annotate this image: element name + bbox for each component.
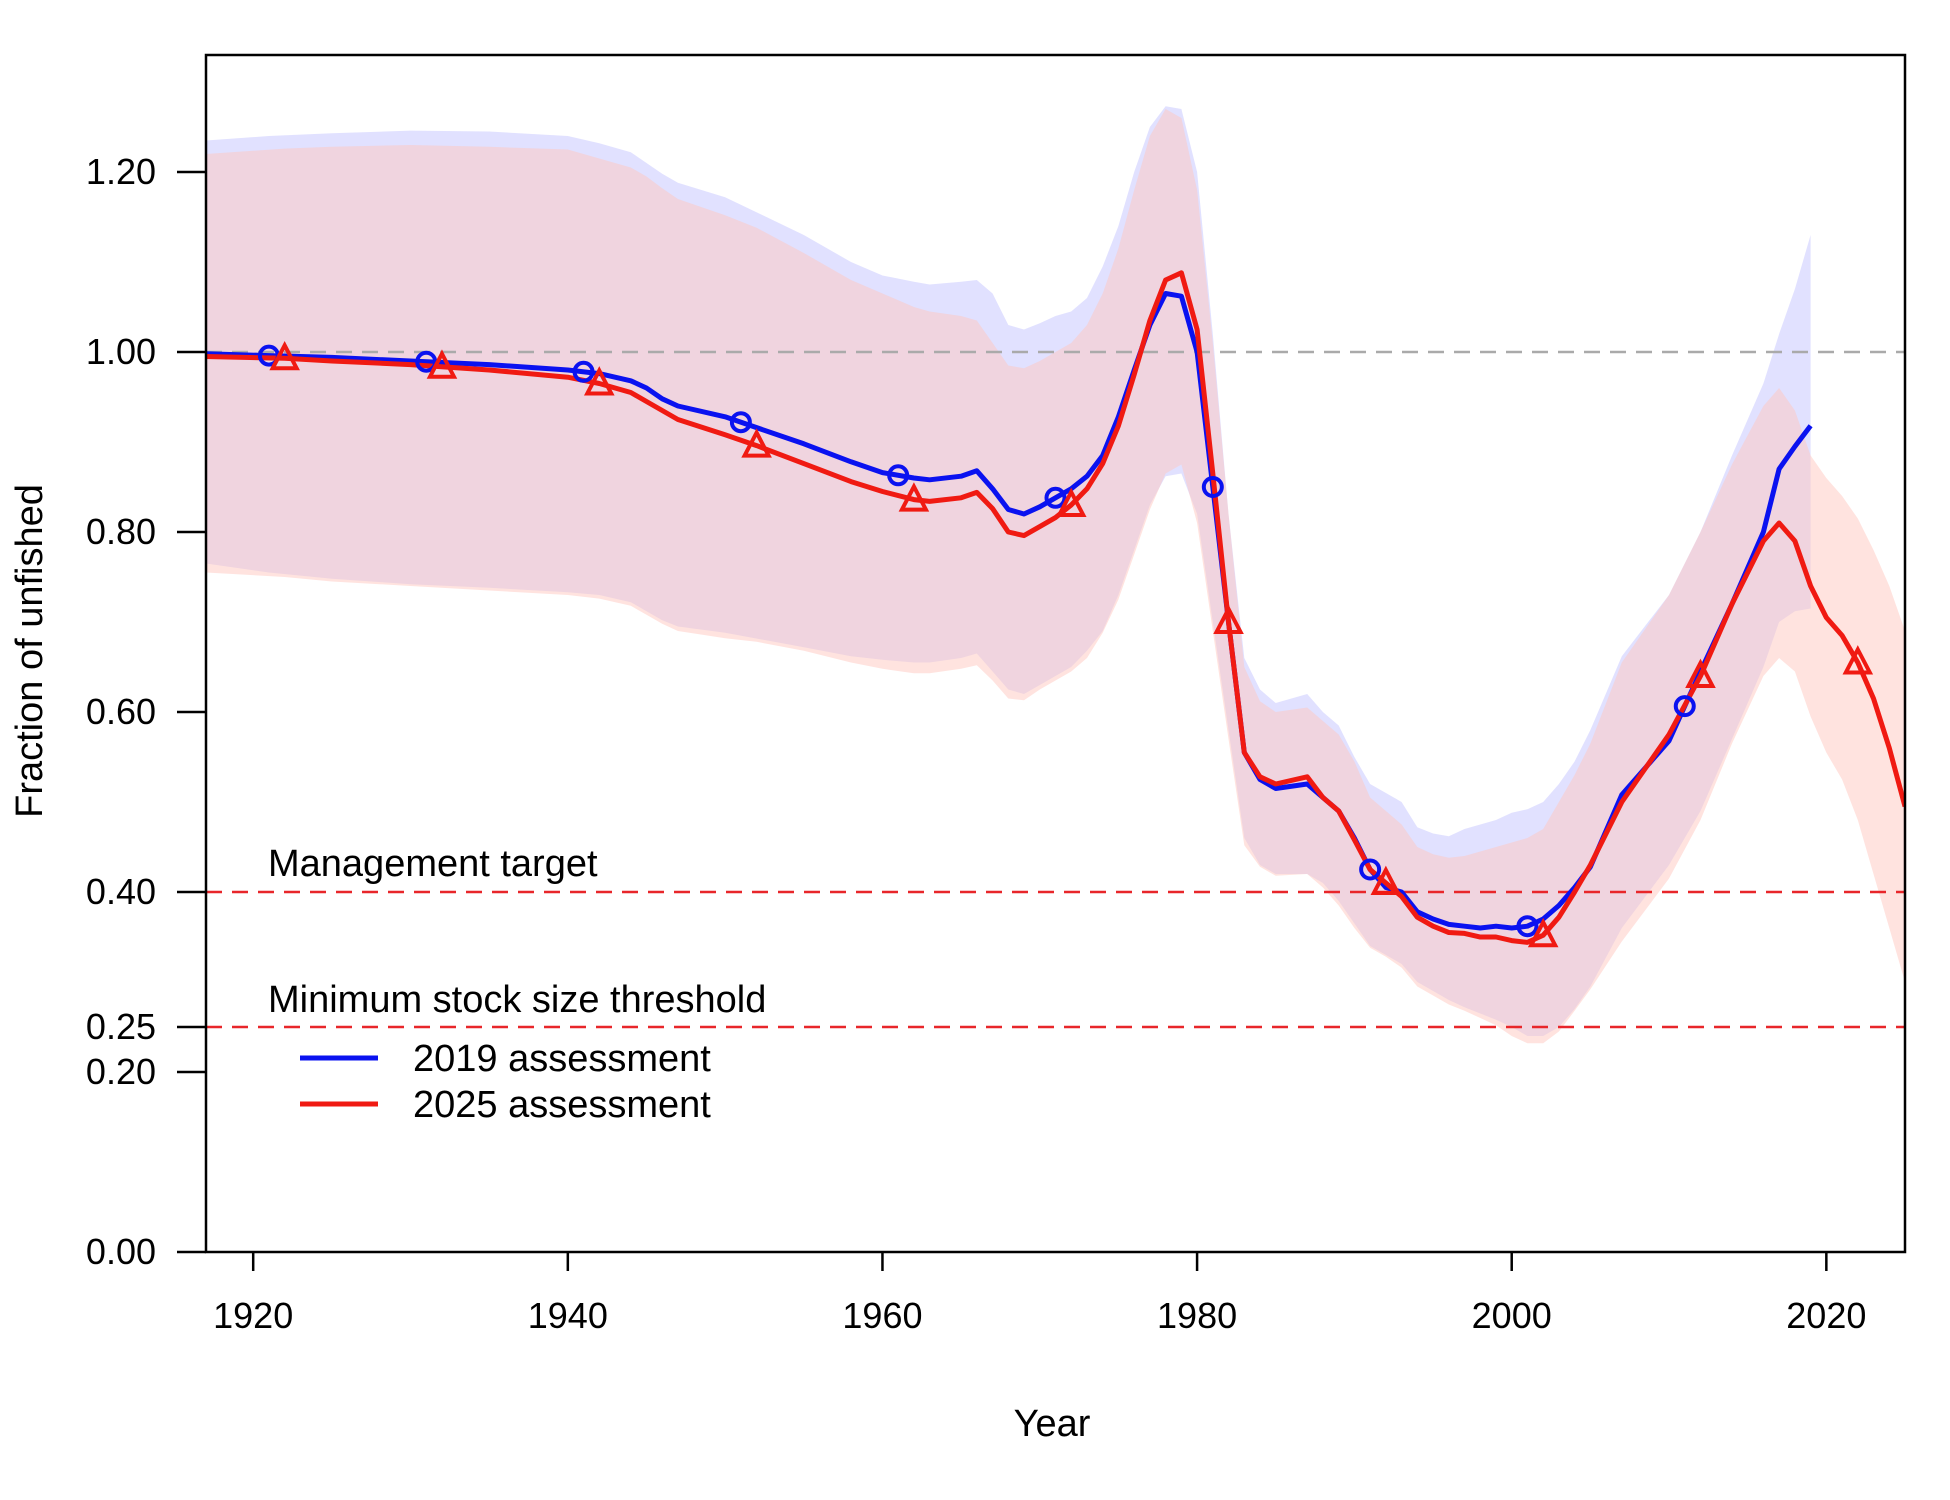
y-tick-label: 0.60 [86, 691, 156, 732]
x-tick-label: 1980 [1157, 1295, 1237, 1336]
y-tick-label: 0.40 [86, 871, 156, 912]
y-tick-label: 0.80 [86, 511, 156, 552]
legend: 2019 assessment 2025 assessment [300, 1038, 711, 1126]
marker-2025 [1685, 658, 1716, 688]
y-tick-label: 1.20 [86, 151, 156, 192]
management-target-label: Management target [268, 843, 598, 885]
marker-2019 [572, 360, 595, 383]
axes [177, 53, 1907, 1271]
marker-2025 [426, 349, 458, 379]
y-tick-label: 0.25 [86, 1006, 156, 1047]
marker-2025 [1370, 865, 1402, 895]
marker-2025 [269, 340, 300, 371]
x-axis-label: Year [1014, 1403, 1091, 1445]
x-tick-label: 1960 [842, 1295, 922, 1336]
marker-2025 [1527, 917, 1559, 948]
legend-label-2019: 2019 assessment [413, 1038, 711, 1080]
marker-2019 [1516, 915, 1539, 938]
reference-lines [206, 350, 1905, 1029]
marker-2025 [741, 428, 772, 458]
minimum-stock-threshold-label: Minimum stock size threshold [268, 979, 766, 1021]
marker-2025 [1055, 487, 1087, 517]
y-tick-label: 0.00 [86, 1231, 156, 1272]
marker-2025 [583, 366, 615, 396]
tick-labels: 1920 1940 1960 1980 2000 2020 0.00 0.200.25 0.40… [86, 151, 1866, 1336]
x-tick-label: 1920 [213, 1295, 293, 1336]
plot-frame [204, 53, 1907, 1254]
marker-2019 [729, 411, 752, 434]
marker-2019 [1044, 486, 1067, 509]
y-tick-label: 0.20 [86, 1051, 156, 1092]
series-markers [257, 340, 1874, 948]
marker-2019 [1673, 695, 1696, 718]
y-axis-label: Fraction of unfished [9, 484, 51, 818]
x-tick-label: 2020 [1786, 1295, 1866, 1336]
marker-2019 [887, 464, 910, 487]
marker-2019 [415, 350, 438, 373]
y-tick-label: 1.00 [86, 331, 156, 372]
x-tick-label: 2000 [1472, 1295, 1552, 1336]
marker-2019 [1359, 858, 1382, 881]
confidence-band-2025 [206, 109, 1905, 1044]
marker-2025 [898, 482, 930, 512]
marker-2025 [1842, 645, 1874, 675]
confidence-bands [206, 106, 1905, 1044]
marker-2019 [1201, 476, 1224, 498]
marker-2025 [1213, 604, 1244, 634]
x-tick-label: 1940 [528, 1295, 608, 1336]
legend-label-2025: 2025 assessment [413, 1084, 711, 1126]
